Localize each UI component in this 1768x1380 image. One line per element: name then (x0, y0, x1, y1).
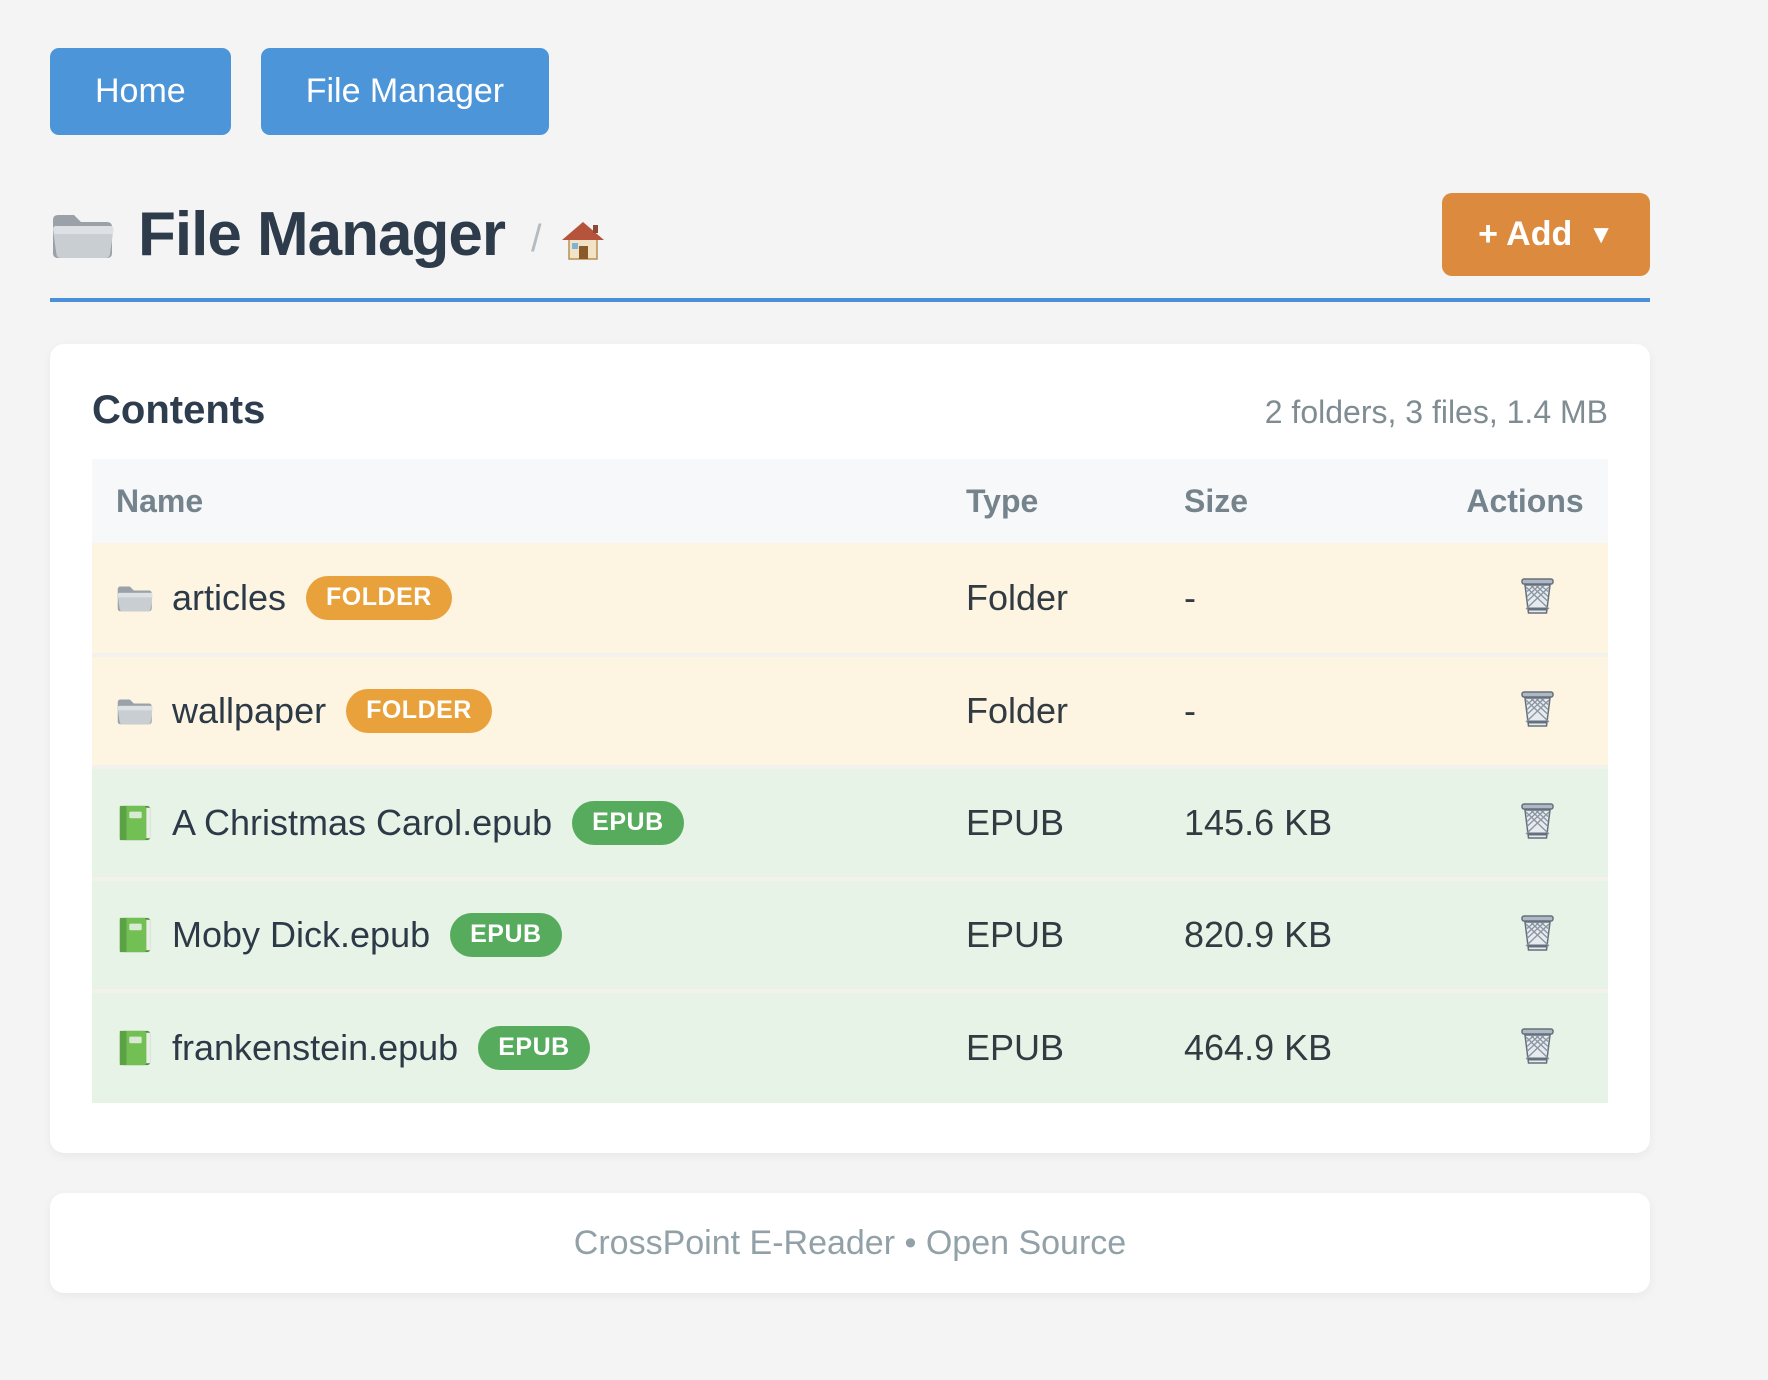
nav-file-manager-button[interactable]: File Manager (260, 48, 550, 135)
entry-type: EPUB (942, 767, 1160, 879)
page-header: File Manager / + Add ▼ (50, 193, 1650, 276)
table-row-frankenstein[interactable]: frankenstein.epub EPUB EPUB 464.9 KB (92, 991, 1608, 1103)
entry-name: articles (172, 577, 287, 618)
breadcrumb-home-link[interactable] (560, 208, 606, 262)
trash-icon (1520, 1027, 1554, 1064)
nav-home-button[interactable]: Home (50, 48, 231, 135)
type-badge: EPUB (572, 801, 684, 845)
column-header-size: Size (1160, 459, 1442, 543)
footer-text: CrossPoint E-Reader • Open Source (573, 1223, 1127, 1262)
column-header-actions: Actions (1442, 459, 1608, 543)
type-badge: FOLDER (346, 689, 492, 733)
table-row-wallpaper[interactable]: wallpaper FOLDER Folder - (92, 655, 1608, 767)
entry-size: 820.9 KB (1160, 879, 1442, 991)
trash-icon (1520, 914, 1554, 951)
table-header-row: Name Type Size Actions (92, 459, 1608, 543)
table-row-articles[interactable]: articles FOLDER Folder - (92, 543, 1608, 655)
book-icon (119, 917, 151, 953)
delete-button[interactable] (1513, 572, 1562, 620)
contents-summary: 2 folders, 3 files, 1.4 MB (1264, 394, 1608, 430)
delete-button[interactable] (1513, 1022, 1562, 1070)
contents-card: Contents 2 folders, 3 files, 1.4 MB Name… (50, 344, 1650, 1153)
folder-icon (52, 214, 114, 258)
title-group: File Manager / (50, 199, 606, 270)
delete-button[interactable] (1513, 797, 1562, 845)
trash-icon (1520, 802, 1554, 839)
contents-card-header: Contents 2 folders, 3 files, 1.4 MB (92, 388, 1608, 433)
trash-icon (1520, 577, 1554, 614)
entry-name: Moby Dick.epub (172, 914, 431, 955)
entry-size: - (1160, 655, 1442, 767)
files-table: Name Type Size Actions articles FOLDER (92, 459, 1608, 1103)
top-nav: Home File Manager (50, 48, 1650, 135)
page-title: File Manager (138, 200, 506, 269)
type-badge: FOLDER (306, 576, 452, 620)
breadcrumb-separator: / (531, 218, 542, 260)
book-icon (119, 805, 151, 841)
house-icon (560, 220, 605, 260)
card-title: Contents (92, 388, 266, 432)
delete-button[interactable] (1513, 909, 1562, 957)
type-badge: EPUB (478, 1026, 590, 1070)
caret-down-icon: ▼ (1588, 219, 1614, 249)
folder-icon (117, 699, 153, 725)
add-button[interactable]: + Add ▼ (1442, 193, 1650, 276)
entry-size: 464.9 KB (1160, 991, 1442, 1103)
header-divider (50, 298, 1650, 302)
entry-type: Folder (942, 655, 1160, 767)
folder-icon (117, 586, 153, 612)
entry-name: frankenstein.epub (172, 1027, 459, 1068)
entry-size: 145.6 KB (1160, 767, 1442, 879)
book-icon (119, 1030, 151, 1066)
footer-card: CrossPoint E-Reader • Open Source (50, 1193, 1650, 1293)
type-badge: EPUB (450, 913, 562, 957)
add-button-label: + Add (1478, 215, 1573, 253)
entry-name: A Christmas Carol.epub (172, 802, 553, 843)
table-row-moby-dick[interactable]: Moby Dick.epub EPUB EPUB 820.9 KB (92, 879, 1608, 991)
trash-icon (1520, 690, 1554, 727)
entry-type: Folder (942, 543, 1160, 655)
entry-type: EPUB (942, 991, 1160, 1103)
table-row-christmas-carol[interactable]: A Christmas Carol.epub EPUB EPUB 145.6 K… (92, 767, 1608, 879)
entry-type: EPUB (942, 879, 1160, 991)
column-header-name: Name (92, 459, 942, 543)
entry-size: - (1160, 543, 1442, 655)
column-header-type: Type (942, 459, 1160, 543)
delete-button[interactable] (1513, 685, 1562, 733)
entry-name: wallpaper (172, 690, 327, 731)
